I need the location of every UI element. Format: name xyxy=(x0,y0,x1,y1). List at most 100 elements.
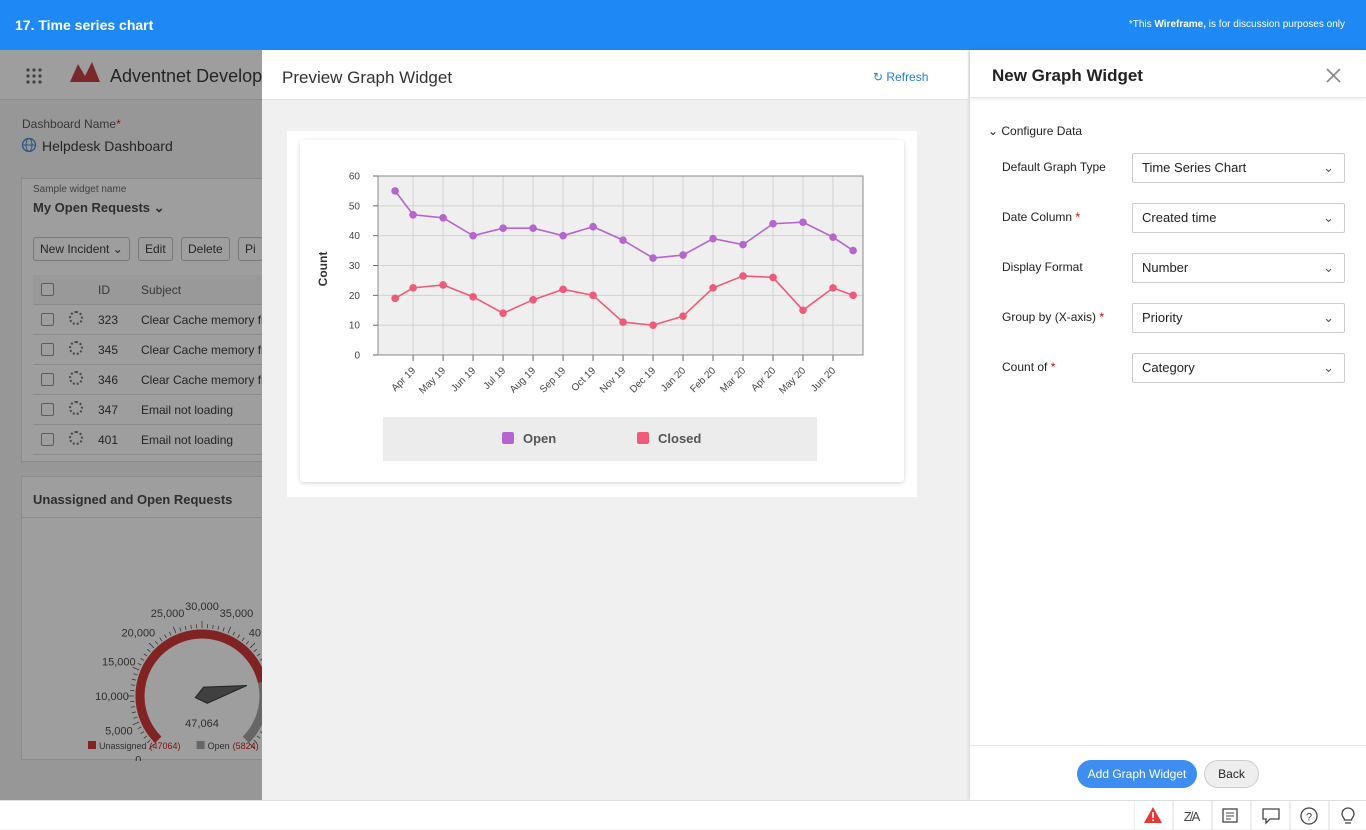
data-point xyxy=(649,321,657,329)
config-panel: New Graph Widget ⌄ Configure Data Defaul… xyxy=(970,50,1366,800)
data-point xyxy=(499,309,507,317)
select-value[interactable]: Priority xyxy=(1142,310,1182,325)
svg-text:?: ? xyxy=(1306,812,1312,824)
data-point xyxy=(769,274,777,282)
legend-box xyxy=(383,417,817,461)
dropdown-arrow[interactable]: ⌄ xyxy=(1323,154,1334,182)
data-point xyxy=(709,235,717,243)
data-point xyxy=(829,284,837,292)
data-point xyxy=(469,232,477,240)
select-value[interactable]: Category xyxy=(1142,360,1195,375)
required-mark: * xyxy=(1051,360,1056,374)
select-box[interactable]: Created time ⌄ xyxy=(1132,203,1345,233)
select-box[interactable]: Category ⌄ xyxy=(1132,353,1345,383)
data-point xyxy=(649,254,657,262)
refresh-text[interactable]: Refresh xyxy=(886,70,928,84)
add-button[interactable]: Add Graph Widget xyxy=(1077,760,1197,788)
data-point xyxy=(529,296,537,304)
idea-icon[interactable] xyxy=(1342,808,1354,823)
label-text: Date Column xyxy=(1002,210,1072,224)
required-mark: * xyxy=(1075,210,1080,224)
legend-label: Open xyxy=(523,431,556,446)
note-text: *This xyxy=(1129,19,1155,30)
data-point xyxy=(799,306,807,314)
label-text: Group by (X-axis) xyxy=(1002,310,1096,324)
form-row: Date Column * Created time ⌄ xyxy=(970,203,1366,233)
select-box[interactable]: Number ⌄ xyxy=(1132,253,1345,283)
data-point xyxy=(439,281,447,289)
translate-icon[interactable]: Z̸A xyxy=(1184,809,1201,824)
refresh-button[interactable]: ↻ Refresh xyxy=(873,70,928,84)
note-bold: Wireframe, xyxy=(1154,19,1206,30)
footer-bar: Z̸A ? xyxy=(0,800,1366,829)
data-point xyxy=(559,232,567,240)
y-axis-label: Count xyxy=(316,252,330,287)
data-point xyxy=(391,295,399,303)
panel-title: New Graph Widget xyxy=(992,66,1143,86)
data-point xyxy=(409,211,417,219)
data-point xyxy=(391,187,399,195)
y-tick-label: 0 xyxy=(354,351,360,362)
data-point xyxy=(849,247,857,255)
select-box[interactable]: Priority ⌄ xyxy=(1132,303,1345,333)
back-button[interactable]: Back xyxy=(1204,760,1259,788)
select-value[interactable]: Created time xyxy=(1142,210,1216,225)
overlay xyxy=(0,50,262,800)
dropdown-arrow[interactable]: ⌄ xyxy=(1323,204,1334,232)
data-point xyxy=(849,292,857,300)
legend-swatch xyxy=(637,432,649,444)
select-value[interactable]: Number xyxy=(1142,260,1188,275)
data-point xyxy=(829,233,837,241)
label-text: Display Format xyxy=(1002,260,1083,274)
data-point xyxy=(739,272,747,280)
legend-label: Closed xyxy=(658,431,701,446)
panel-header: New Graph Widget xyxy=(970,50,1366,98)
divider xyxy=(970,745,1366,746)
section-toggle[interactable]: ⌄ Configure Data xyxy=(988,124,1082,138)
data-point xyxy=(679,312,687,320)
field-label: Default Graph Type xyxy=(1002,160,1106,174)
preview-title: Preview Graph Widget xyxy=(282,68,452,88)
data-point xyxy=(529,224,537,232)
footer-icons: Z̸A ? xyxy=(1134,801,1366,830)
y-tick-label: 30 xyxy=(349,261,361,272)
label-text: Count of xyxy=(1002,360,1047,374)
dropdown-arrow[interactable]: ⌄ xyxy=(1323,254,1334,282)
data-point xyxy=(409,284,417,292)
preview-header: Preview Graph Widget ↻ Refresh xyxy=(262,50,968,100)
field-label: Display Format xyxy=(1002,260,1083,274)
y-tick-label: 50 xyxy=(349,201,361,212)
form-row: Count of * Category ⌄ xyxy=(970,353,1366,383)
select-box[interactable]: Time Series Chart ⌄ xyxy=(1132,153,1345,183)
header-title: 17. Time series chart xyxy=(15,17,153,33)
y-tick-label: 60 xyxy=(349,172,361,183)
data-point xyxy=(439,214,447,222)
data-point xyxy=(619,236,627,244)
preview-panel: Preview Graph Widget ↻ Refresh Count 0 10… xyxy=(262,50,968,800)
data-point xyxy=(499,224,507,232)
form-row: Group by (X-axis) *Priority⌄ xyxy=(970,303,1366,333)
data-point xyxy=(559,286,567,294)
y-tick-label: 40 xyxy=(349,231,361,242)
form-row: Default Graph Type Time Series Chart ⌄ xyxy=(970,153,1366,183)
select-value[interactable]: Time Series Chart xyxy=(1142,160,1246,175)
close-button[interactable] xyxy=(1326,68,1341,83)
data-point xyxy=(619,318,627,326)
field-label: Count of * xyxy=(1002,360,1055,374)
data-point xyxy=(799,218,807,226)
data-point xyxy=(739,241,747,249)
note-text: is for discussion purposes only xyxy=(1206,19,1345,30)
dropdown-arrow[interactable]: ⌄ xyxy=(1323,354,1334,382)
chat-icon[interactable] xyxy=(1263,809,1279,823)
y-tick-label: 10 xyxy=(349,321,361,332)
dropdown-arrow[interactable]: ⌄ xyxy=(1323,304,1334,332)
section-title[interactable]: Configure Data xyxy=(1001,124,1082,138)
header-bar: 17. Time series chart *This Wireframe, i… xyxy=(0,0,1366,50)
form-row: Display Format Number ⌄ xyxy=(970,253,1366,283)
data-point xyxy=(589,292,597,300)
header-note: *This Wireframe, is for discussion purpo… xyxy=(1129,19,1345,30)
label-text: Default Graph Type xyxy=(1002,160,1106,174)
y-tick-label: 20 xyxy=(349,291,361,302)
